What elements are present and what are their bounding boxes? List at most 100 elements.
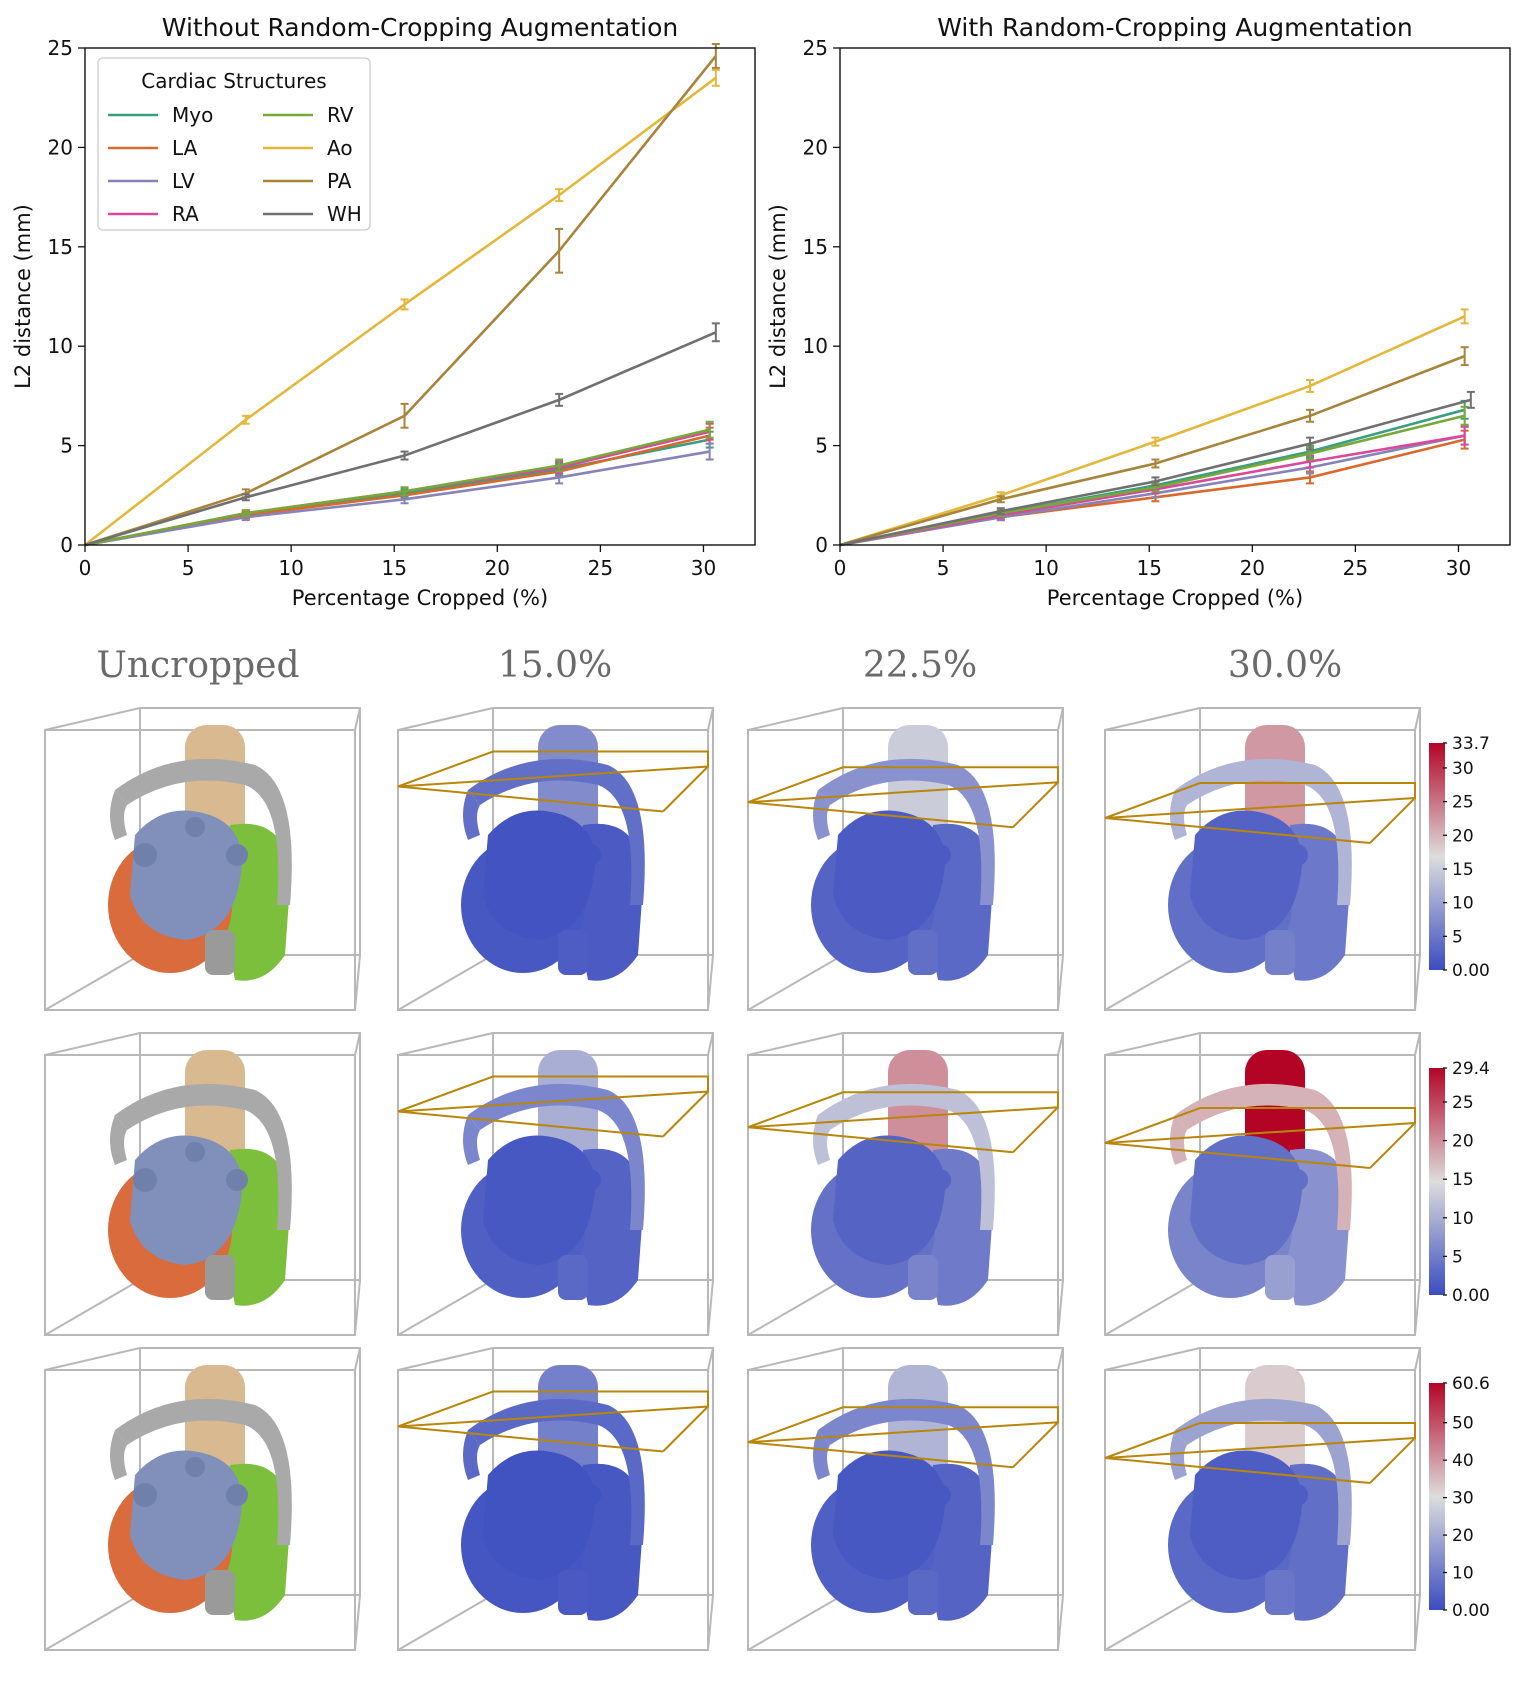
render-view: [44, 1347, 361, 1651]
vessel-stub: [133, 1483, 157, 1507]
error-bar-ao: [1460, 308, 1469, 325]
render-view: [397, 707, 714, 1011]
render-view: [747, 1347, 1064, 1651]
crop-plane-edge: [1369, 797, 1416, 844]
colorbar-gradient: [1429, 1383, 1445, 1610]
render-panel-row2-col4: [1075, 1030, 1425, 1350]
y-axis-label: L2 distance (mm): [11, 204, 35, 389]
x-axis-label: Percentage Cropped (%): [292, 586, 548, 610]
colorbar-tick-label: 10: [1452, 894, 1474, 914]
colorbar-gradient: [1429, 743, 1445, 970]
bounding-box: [397, 707, 714, 1011]
plot-frame: [84, 47, 756, 546]
error-bar-wh: [1306, 436, 1315, 451]
colorbar-gradient: [1429, 1068, 1445, 1295]
colorbar-tick-label: 5: [1452, 1247, 1463, 1267]
colorbar-tick-label: 20: [1452, 1132, 1474, 1152]
pulmonary-branch: [110, 1115, 127, 1165]
y-tick-label: 0: [815, 533, 828, 557]
error-bar-rv: [555, 458, 564, 473]
error-bar-pa: [1460, 346, 1469, 367]
error-bar-rv: [400, 486, 409, 497]
crop-plane-edge: [1369, 1122, 1416, 1169]
series-line-wh: [839, 398, 1472, 547]
column-header-15: 15.0%: [497, 645, 613, 686]
crop-plane-edge: [1012, 1106, 1059, 1153]
pulmonary-branch: [110, 1430, 127, 1480]
colorbar-tick-label: 20: [1452, 1526, 1474, 1546]
inferior-vessel: [1265, 1570, 1295, 1615]
error-bar-pa: [1306, 408, 1315, 423]
vessel-stub: [1245, 1142, 1265, 1162]
colorbar-tick-label: 30: [1452, 759, 1474, 779]
crop-plane: [747, 1406, 1059, 1444]
render-panel-row3-col3: [718, 1345, 1068, 1665]
y-tick-label: 5: [60, 434, 73, 458]
inferior-vessel: [1265, 1255, 1295, 1300]
colorbar-tick-label: 25: [1452, 793, 1474, 813]
vessel-stub: [836, 843, 860, 867]
chart-without-augmentation: Without Random-Cropping Augmentation 0 5 10…: [11, 13, 756, 610]
error-bar-ra: [1460, 425, 1469, 446]
x-tick-label: 15: [382, 556, 407, 580]
render-view: [1104, 1032, 1421, 1336]
colorbar-tick-label: 25: [1452, 1093, 1474, 1113]
pulmonary-branch: [1170, 1430, 1187, 1480]
legend-label-la: LA: [172, 136, 198, 160]
crop-plane-edge: [397, 1425, 664, 1453]
vessel-stub: [888, 817, 908, 837]
y-tick-label: 25: [803, 36, 828, 60]
left-ventricle: [1190, 1450, 1302, 1580]
vessel-stub: [929, 1484, 951, 1506]
vessel-stub: [1286, 844, 1308, 866]
render-panel-row2-col3: [718, 1030, 1068, 1350]
vessel-stub: [226, 1484, 248, 1506]
vessel-stub: [538, 817, 558, 837]
legend-label-myo: Myo: [172, 103, 213, 127]
colorbar-svg: 33.7 30 25 20 15 10 5 0.00: [1429, 734, 1490, 981]
render-view: [397, 1347, 714, 1651]
vessel-stub: [579, 1169, 601, 1191]
y-tick-label: 15: [803, 235, 828, 259]
render-panel-row1-col1: [15, 705, 365, 1025]
inferior-vessel: [205, 1570, 235, 1615]
chart-row: Without Random-Cropping Augmentation 0 5 10…: [0, 0, 1515, 620]
y-tick-label: 5: [815, 434, 828, 458]
crop-plane-edge: [397, 785, 664, 813]
error-bar-wh: [555, 392, 564, 407]
inferior-vessel: [908, 1255, 938, 1300]
render-panel-row3-col4: [1075, 1345, 1425, 1665]
x-tick-label: 20: [1240, 556, 1265, 580]
left-ventricle: [483, 1135, 595, 1265]
error-bar-ao: [1151, 436, 1160, 447]
crop-plane-edge: [1104, 817, 1371, 844]
x-tick-label: 5: [937, 556, 950, 580]
render-view: [1104, 707, 1421, 1011]
colorbar-max-label: 29.4: [1452, 1060, 1490, 1079]
inferior-vessel: [558, 1255, 588, 1300]
vessel-stub: [226, 1169, 248, 1191]
render-view: [1104, 1347, 1421, 1651]
colorbar-min-label: 0.00: [1452, 1601, 1490, 1620]
left-ventricle: [130, 810, 242, 940]
colorbar-row1: 33.7 30 25 20 15 10 5 0.00: [1425, 734, 1515, 981]
crop-plane-edge: [1104, 1142, 1371, 1169]
colorbar-tick-label: 40: [1452, 1451, 1474, 1471]
x-tick-label: 20: [485, 556, 510, 580]
series-line-lv: [84, 450, 710, 547]
render-panel-row2-col1: [15, 1030, 365, 1350]
crop-plane-edge: [1369, 1437, 1416, 1484]
vessel-stub: [133, 1168, 157, 1192]
colorbar-tick-label: 10: [1452, 1209, 1474, 1229]
left-ventricle: [833, 1135, 945, 1265]
error-bar-ao: [241, 414, 250, 425]
render-panel-row1-col4: [1075, 705, 1425, 1025]
vessel-stub: [1245, 817, 1265, 837]
error-bar-pa: [1151, 458, 1160, 469]
crop-plane: [1104, 782, 1416, 819]
x-tick-label: 30: [1446, 556, 1471, 580]
render-view: [747, 707, 1064, 1011]
colorbar-tick-label: 15: [1452, 860, 1474, 880]
y-axis-label: L2 distance (mm): [766, 204, 790, 389]
left-ventricle: [1190, 1135, 1302, 1265]
